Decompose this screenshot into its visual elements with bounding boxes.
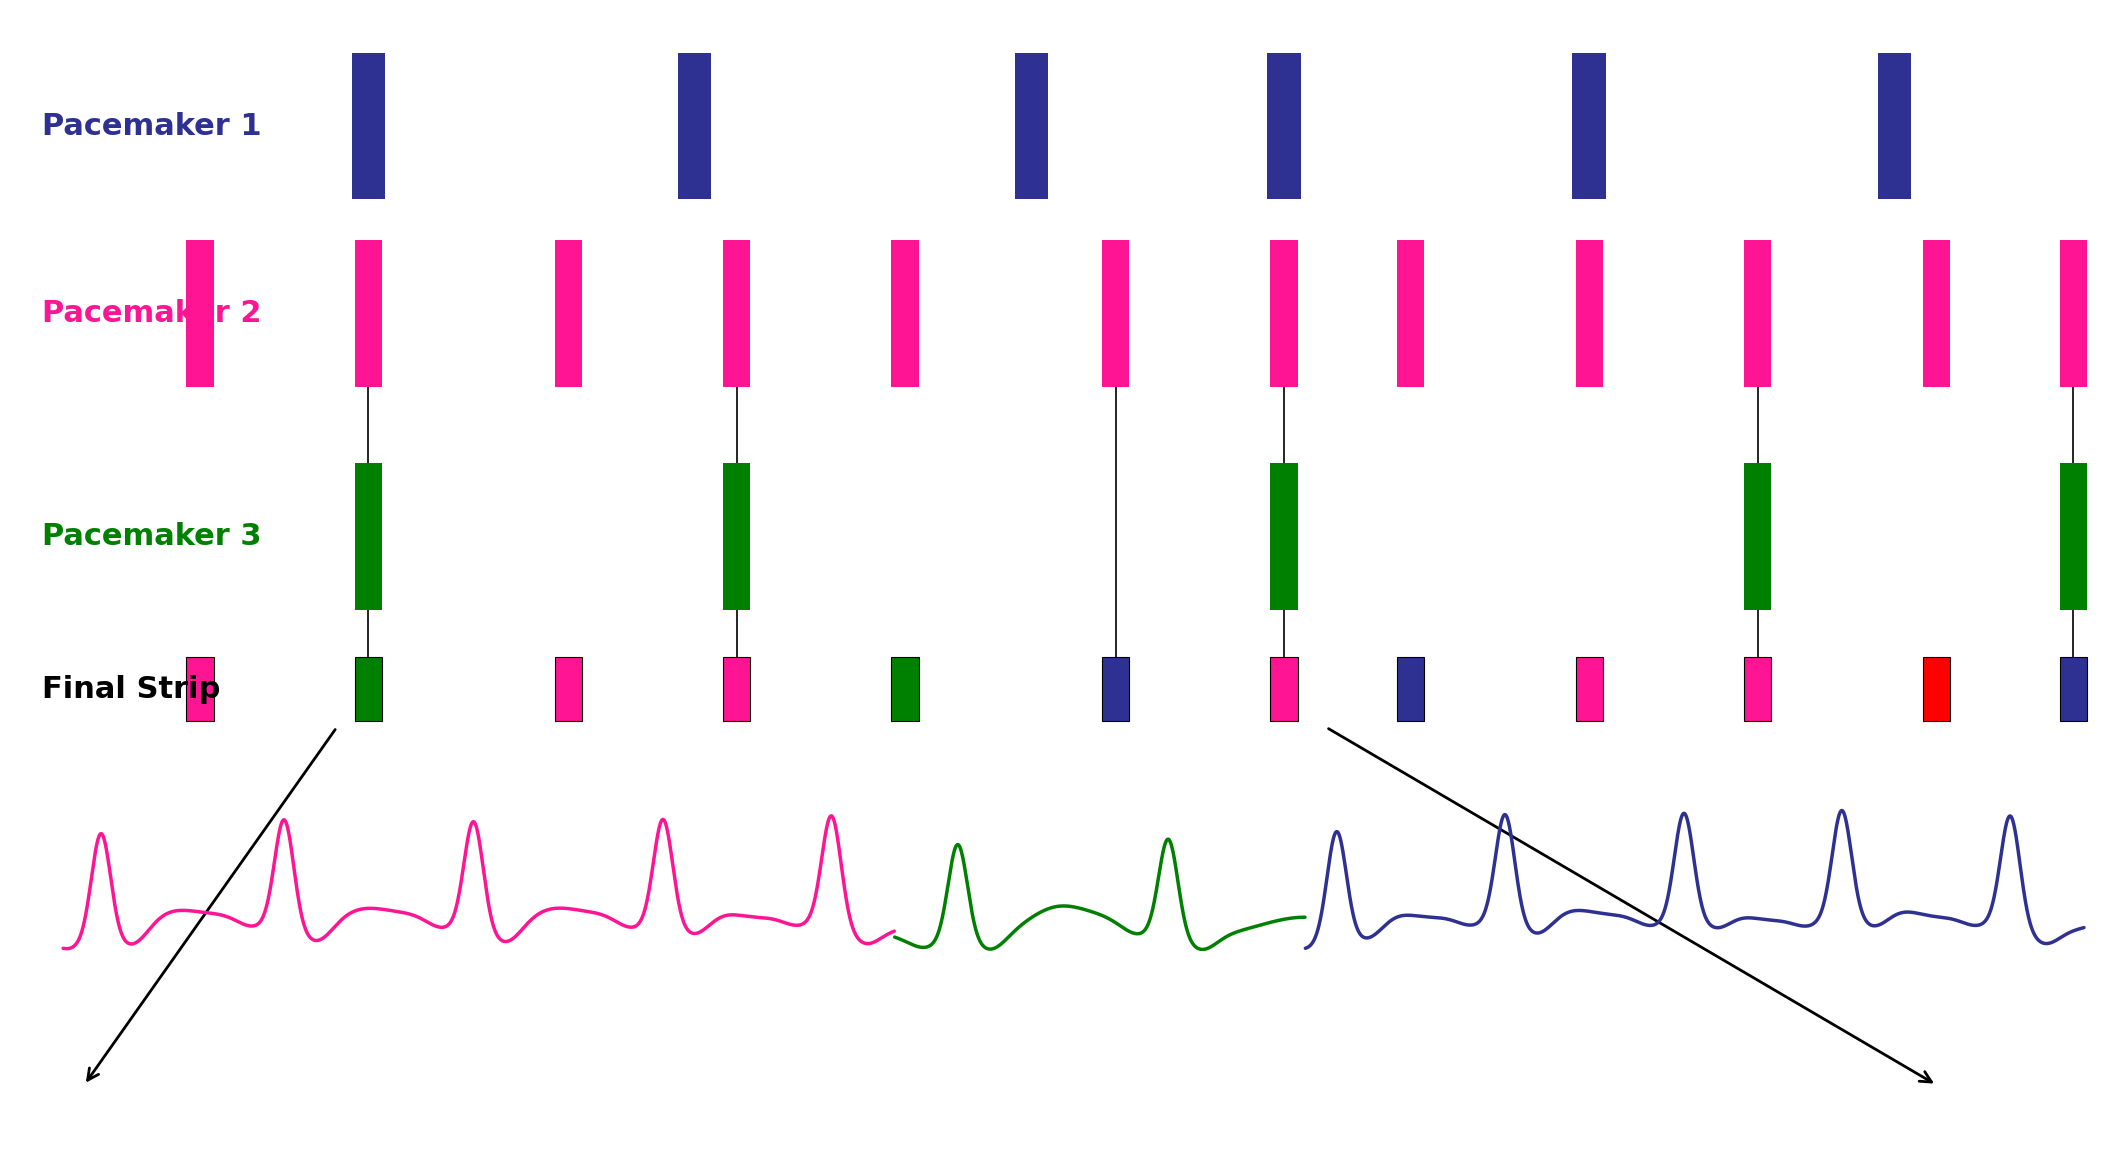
Bar — [893, 240, 918, 387]
Bar — [1103, 240, 1130, 387]
Bar — [724, 463, 749, 610]
Bar — [556, 240, 581, 387]
Bar — [1924, 657, 1951, 721]
Bar — [1271, 463, 1297, 610]
Bar — [1267, 53, 1301, 199]
Bar — [354, 240, 381, 387]
Bar — [2061, 463, 2088, 610]
Text: Pacemaker 2: Pacemaker 2 — [42, 299, 261, 328]
Bar — [1271, 657, 1297, 721]
Bar — [1398, 657, 1425, 721]
Bar — [1271, 240, 1297, 387]
Bar — [352, 53, 385, 199]
Bar — [1743, 657, 1772, 721]
Bar — [1015, 53, 1048, 199]
Bar — [1572, 53, 1606, 199]
Bar — [1575, 240, 1604, 387]
Bar — [724, 240, 749, 387]
Bar — [2061, 657, 2088, 721]
Bar — [1924, 240, 1951, 387]
Bar — [185, 657, 213, 721]
Bar — [1743, 240, 1772, 387]
Text: Pacemaker 1: Pacemaker 1 — [42, 111, 261, 141]
Bar — [1743, 463, 1772, 610]
Bar — [354, 463, 381, 610]
Bar — [556, 657, 581, 721]
Bar — [1398, 240, 1425, 387]
Bar — [1575, 657, 1604, 721]
Bar — [354, 657, 381, 721]
Bar — [185, 240, 213, 387]
Bar — [2061, 240, 2088, 387]
Bar — [893, 657, 918, 721]
Bar — [678, 53, 711, 199]
Text: Final Strip: Final Strip — [42, 674, 221, 704]
Bar — [724, 657, 749, 721]
Bar — [1103, 657, 1130, 721]
Bar — [1878, 53, 1911, 199]
Text: Pacemaker 3: Pacemaker 3 — [42, 522, 261, 551]
